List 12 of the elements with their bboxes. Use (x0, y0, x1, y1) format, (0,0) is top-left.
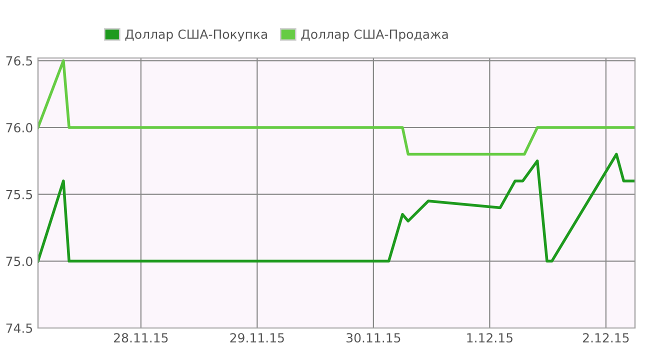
x-tick-label: 2.12.15 (583, 333, 629, 343)
y-tick-label: 76.0 (6, 122, 32, 132)
y-tick-label: 75.0 (6, 256, 32, 266)
legend-label: Доллар США-Продажа (301, 29, 448, 42)
y-tick-label: 76.5 (6, 56, 32, 66)
x-tick-label: 30.11.15 (346, 333, 400, 343)
x-tick-label: 28.11.15 (114, 333, 168, 343)
x-tick-label: 1.12.15 (467, 333, 512, 343)
x-tick-label: 29.11.15 (230, 333, 284, 343)
y-tick-label: 74.5 (6, 324, 32, 333)
y-tick-label: 75.5 (6, 190, 32, 200)
legend-label: Доллар США-Покупка (125, 29, 267, 42)
